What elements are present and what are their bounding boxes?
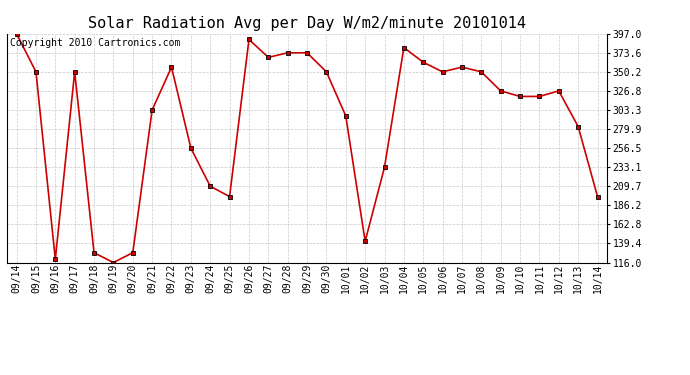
Title: Solar Radiation Avg per Day W/m2/minute 20101014: Solar Radiation Avg per Day W/m2/minute … xyxy=(88,16,526,31)
Text: Copyright 2010 Cartronics.com: Copyright 2010 Cartronics.com xyxy=(10,38,180,48)
